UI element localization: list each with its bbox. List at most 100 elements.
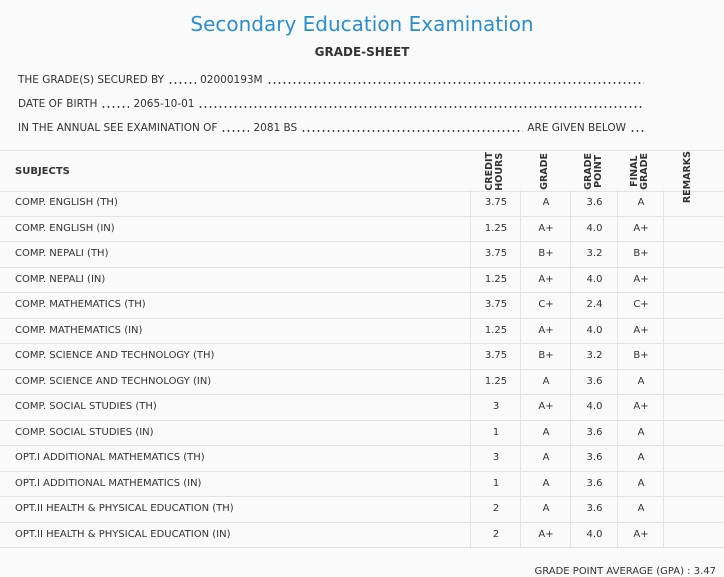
table-row: COMP. ENGLISH (IN) 1.25 A+ 4.0 A+ — [0, 215, 724, 242]
info-value: 2065-10-01 — [133, 98, 195, 110]
column-header-text: FINAL GRADE — [629, 152, 650, 190]
column-header: GRADE POINT — [570, 151, 617, 191]
table-row: OPT.II HEALTH & PHYSICAL EDUCATION (IN) 2… — [0, 521, 724, 548]
subject: OPT.II HEALTH & PHYSICAL EDUCATION (IN) — [15, 528, 231, 540]
grade-cell: A+ — [520, 521, 571, 547]
grade-cell: 3 — [470, 445, 521, 471]
table-row: COMP. SOCIAL STUDIES (IN) 1 A 3.6 A — [0, 419, 724, 446]
grade-cell: A+ — [617, 394, 664, 420]
title: Secondary Education Examination — [190, 12, 534, 36]
column-header-text: GRADE — [539, 152, 550, 190]
column-header: GRADE — [520, 151, 570, 191]
subject: COMP. MATHEMATICS (IN) — [15, 324, 143, 336]
grade-cell: A+ — [520, 266, 571, 292]
grade-cell: A — [520, 419, 571, 445]
subject: COMP. ENGLISH (TH) — [15, 197, 118, 209]
grade-cell: 2 — [470, 521, 521, 547]
grade-cell: A+ — [617, 215, 664, 241]
grade-cell: 3.6 — [570, 445, 618, 471]
table-row: COMP. SCIENCE AND TECHNOLOGY (IN) 1.25 A 3.… — [0, 368, 724, 395]
grade-cell: 1.25 — [470, 215, 521, 241]
info-value: 2081 BS — [253, 122, 298, 134]
subject: COMP. ENGLISH (IN) — [15, 222, 115, 234]
leader — [630, 130, 644, 132]
column-header-line: GRADE — [539, 152, 550, 190]
grade-cell: 3.75 — [470, 190, 521, 216]
grade-cell: 3.6 — [570, 419, 618, 445]
cell — [663, 394, 714, 420]
grade-cell: A+ — [520, 394, 571, 420]
grade-cell: A+ — [617, 266, 664, 292]
subject: COMP. SCIENCE AND TECHNOLOGY (TH) — [15, 350, 215, 362]
grade-cell: 4.0 — [570, 317, 618, 343]
subject-header: SUBJECTS — [15, 165, 70, 177]
cell — [663, 215, 714, 241]
grade-cell: B+ — [617, 343, 664, 369]
grade-cell: 1.25 — [470, 368, 521, 394]
leader — [266, 82, 644, 84]
grade-cell: B+ — [520, 343, 571, 369]
table-row: OPT.II HEALTH & PHYSICAL EDUCATION (TH) 2… — [0, 496, 724, 523]
grade-cell: 3.6 — [570, 470, 618, 496]
grade-cell: 1.25 — [470, 317, 521, 343]
grade-cell: A+ — [617, 521, 664, 547]
column-header: REMARKS — [663, 151, 713, 203]
leader — [168, 82, 197, 84]
table-row: COMP. ENGLISH (TH) 3.75 A 3.6 A — [0, 190, 724, 217]
grade-cell: A+ — [617, 317, 664, 343]
cell — [663, 521, 714, 547]
gpa-label: GRADE POINT AVERAGE (GPA) : — [534, 566, 691, 577]
cell — [663, 292, 714, 318]
cell — [663, 190, 714, 216]
grade-cell: 1 — [470, 419, 521, 445]
grade-cell: A — [617, 419, 664, 445]
column-header-line: HOURS — [494, 152, 505, 190]
grade-cell: 1.25 — [470, 266, 521, 292]
table-row: COMP. MATHEMATICS (TH) 3.75 C+ 2.4 C+ — [0, 292, 724, 319]
grade-cell: 4.0 — [570, 394, 618, 420]
cell — [663, 317, 714, 343]
grade-cell: A — [617, 470, 664, 496]
grade-cell: 3.6 — [570, 368, 618, 394]
table-row: OPT.I ADDITIONAL MATHEMATICS (IN) 1 A 3.6 A — [0, 470, 724, 497]
table-row: OPT.I ADDITIONAL MATHEMATICS (TH) 3 A 3.6 A — [0, 445, 724, 472]
grade-cell: A — [520, 445, 571, 471]
info-line: THE GRADE(S) SECURED BY 02000193M — [18, 72, 648, 88]
grade-cell: A — [617, 496, 664, 522]
grade-cell: 3.75 — [470, 292, 521, 318]
grade-cell: A — [617, 368, 664, 394]
header-row: SUBJECTS CREDIT HOURS GRADE GRADE POINT FINAL G… — [0, 150, 724, 203]
cell — [663, 445, 714, 471]
cell — [663, 470, 714, 496]
info-value: 02000193M — [200, 74, 263, 86]
cell — [663, 496, 714, 522]
grade-cell: B+ — [520, 241, 571, 267]
column-header-line: POINT — [592, 154, 604, 188]
grade-cell: A — [520, 190, 571, 216]
grade-cell: 4.0 — [570, 215, 618, 241]
grade-cell: 3.2 — [570, 343, 618, 369]
grade-cell: 3.75 — [470, 241, 521, 267]
leader — [198, 106, 644, 108]
info-line: DATE OF BIRTH 2065-10-01 — [18, 96, 648, 112]
info-suffix: ARE GIVEN BELOW — [527, 122, 626, 134]
column-header-text: GRADE POINT — [583, 153, 604, 190]
subject: OPT.I ADDITIONAL MATHEMATICS (IN) — [15, 477, 202, 489]
column-header: FINAL GRADE — [617, 151, 663, 191]
cell — [663, 241, 714, 267]
subject: COMP. SOCIAL STUDIES (TH) — [15, 401, 157, 413]
grade-cell: 3.75 — [470, 343, 521, 369]
leader — [221, 130, 250, 132]
grade-cell: 3.6 — [570, 190, 618, 216]
column-header-text: CREDIT HOURS — [484, 152, 505, 191]
table-row: COMP. MATHEMATICS (IN) 1.25 A+ 4.0 A+ — [0, 317, 724, 344]
subject: COMP. SCIENCE AND TECHNOLOGY (IN) — [15, 375, 212, 387]
grade-cell: A — [520, 368, 571, 394]
info-label: DATE OF BIRTH — [18, 98, 98, 110]
info-label: THE GRADE(S) SECURED BY — [18, 74, 165, 86]
grade-cell: C+ — [520, 292, 571, 318]
column-header-line: GRADE — [639, 152, 650, 190]
cell — [663, 343, 714, 369]
cell — [663, 419, 714, 445]
info-line: IN THE ANNUAL SEE EXAMINATION OF 2081 BS A… — [18, 120, 648, 136]
